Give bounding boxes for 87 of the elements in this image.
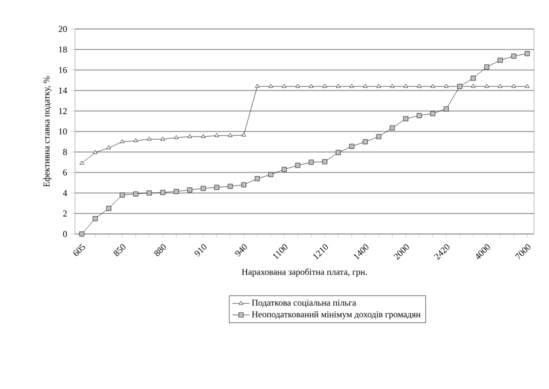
point: [268, 172, 274, 178]
point: [200, 186, 206, 191]
point: [308, 160, 314, 165]
y-tick-label: 18: [59, 46, 67, 53]
point: [511, 54, 516, 59]
point: [470, 76, 476, 81]
point: [295, 162, 300, 168]
y-tick-label: 4: [62, 190, 68, 196]
point: [444, 84, 448, 88]
x-axis-title: Нарахована заробітна плата, грн.: [242, 268, 367, 277]
point: [174, 135, 178, 139]
point: [241, 182, 246, 188]
point: [417, 84, 422, 88]
point: [390, 84, 394, 88]
point: [444, 106, 449, 112]
point: [268, 84, 273, 88]
x-tick-label: 880: [154, 244, 166, 256]
point: [376, 84, 381, 88]
point: [404, 84, 408, 88]
point: [524, 51, 530, 56]
point: [484, 84, 489, 88]
point: [106, 145, 111, 150]
point: [498, 84, 502, 88]
point: [187, 187, 192, 192]
point: [484, 64, 490, 70]
point: [322, 84, 327, 88]
point: [214, 133, 219, 137]
point: [147, 136, 152, 141]
point: [146, 190, 152, 196]
y-tick-label: 14: [59, 88, 68, 94]
point: [309, 84, 314, 88]
point: [120, 192, 125, 198]
point: [296, 84, 300, 88]
point: [106, 206, 112, 211]
point: [403, 116, 408, 122]
point: [336, 150, 341, 155]
point: [79, 232, 84, 236]
x-tick-label: 910: [194, 244, 206, 257]
y-tick-label: 10: [59, 128, 67, 135]
point: [512, 84, 516, 88]
point: [228, 133, 232, 137]
y-tick-label: 20: [58, 26, 67, 32]
y-tick-label: 16: [59, 66, 67, 74]
legend-label: Неоподаткований мінімум доходів громадян: [252, 311, 420, 320]
y-tick-label: 2: [63, 210, 67, 216]
x-tick-label: 4000: [476, 244, 490, 260]
point: [242, 132, 246, 136]
point: [376, 134, 382, 140]
point: [201, 134, 206, 138]
point: [174, 188, 179, 194]
point: [254, 176, 260, 182]
point: [322, 159, 328, 164]
point: [133, 192, 138, 197]
point: [349, 144, 354, 149]
y-tick-label: 6: [63, 169, 67, 176]
point: [214, 184, 220, 190]
point: [228, 184, 233, 189]
point: [160, 190, 166, 195]
point: [498, 58, 503, 63]
point: [525, 84, 530, 88]
point: [362, 139, 368, 144]
point: [471, 84, 476, 88]
point: [255, 84, 260, 88]
point: [350, 84, 354, 88]
legend-label: Податкова соціальна пільга: [252, 300, 356, 308]
point: [430, 111, 436, 116]
point: [363, 84, 368, 88]
x-tick-label: 605: [74, 244, 86, 256]
y-tick-label: 8: [63, 148, 67, 156]
point: [390, 125, 395, 130]
x-tick-label: 940: [235, 244, 247, 257]
x-tick-label: 850: [114, 244, 126, 256]
y-tick-label: 12: [59, 108, 67, 114]
point: [336, 84, 340, 88]
point: [160, 136, 165, 141]
point: [93, 150, 98, 154]
point: [188, 134, 192, 138]
point: [416, 113, 422, 118]
point: [430, 84, 435, 88]
point: [282, 166, 287, 172]
y-tick-label: 0: [63, 230, 67, 238]
point: [282, 84, 286, 88]
point: [92, 216, 98, 222]
point: [120, 139, 124, 144]
y-axis-title: Ефективна ставка податку, %: [43, 76, 52, 187]
point: [80, 160, 84, 165]
point: [134, 138, 138, 142]
